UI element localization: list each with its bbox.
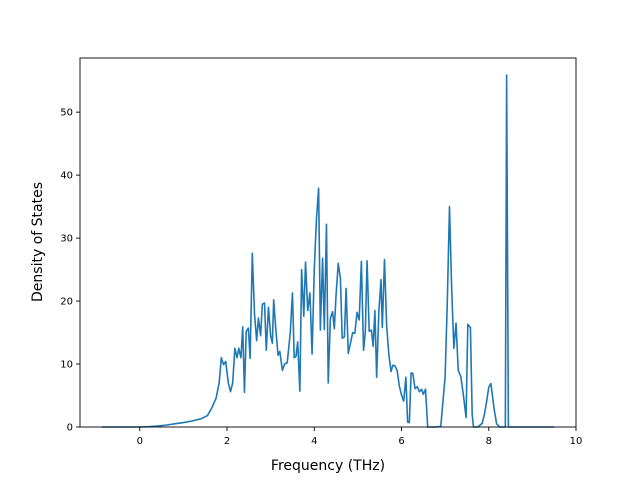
x-axis-label: Frequency (THz) [271,458,385,474]
x-tick-label-10: 10 [570,436,583,447]
y-axis: 0 10 20 30 40 50 [60,108,80,434]
x-tick-label-4: 4 [311,436,317,447]
y-tick-label-50: 50 [60,108,73,119]
y-axis-label: Density of States [30,182,46,302]
y-tick-label-0: 0 [67,423,73,434]
plot-area [79,57,577,428]
y-tick-label-20: 20 [60,297,73,308]
x-tick-label-8: 8 [486,436,492,447]
x-tick-label-0: 0 [137,436,143,447]
x-tick-label-6: 6 [398,436,404,447]
x-tick-label-2: 2 [224,436,230,447]
dos-series-line-0 [101,74,555,428]
plot-frame [79,57,577,428]
x-axis: 0 2 4 6 8 10 [137,427,583,447]
y-tick-label-10: 10 [60,360,73,371]
y-tick-label-30: 30 [60,234,73,245]
y-tick-label-40: 40 [60,171,73,182]
